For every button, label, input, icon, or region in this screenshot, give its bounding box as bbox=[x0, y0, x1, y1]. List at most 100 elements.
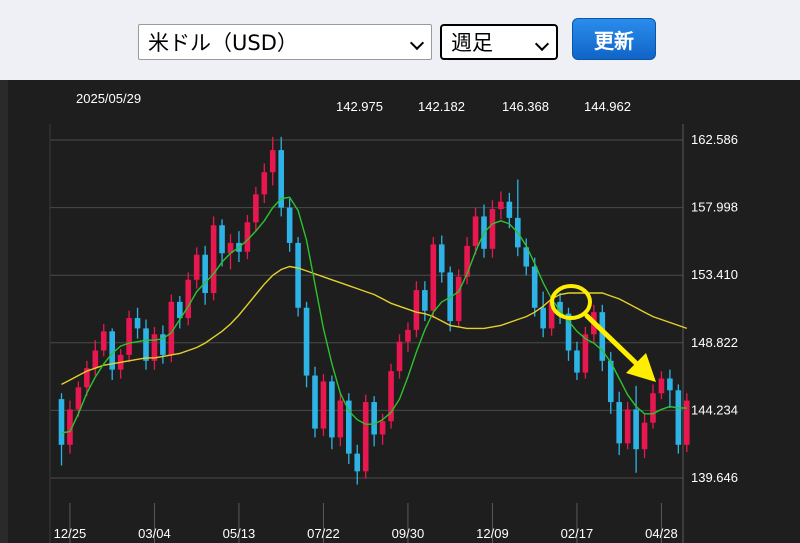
candle-body bbox=[269, 150, 276, 173]
candle bbox=[489, 200, 496, 258]
candle-body bbox=[295, 242, 301, 308]
candle bbox=[557, 293, 563, 324]
candle bbox=[472, 207, 479, 255]
candle bbox=[455, 269, 462, 327]
candle-body bbox=[185, 279, 192, 319]
currency-select[interactable]: 米ドル（USD） bbox=[138, 24, 432, 60]
long-moving-average-line bbox=[61, 265, 688, 386]
low-value: 144.962 bbox=[584, 99, 631, 114]
candle-body bbox=[219, 225, 225, 254]
candle bbox=[286, 198, 293, 252]
candle-body bbox=[658, 378, 665, 394]
candle bbox=[177, 295, 183, 329]
short-moving-average-line bbox=[61, 196, 687, 434]
candle bbox=[438, 235, 445, 283]
y-tick-label: 153.410 bbox=[691, 267, 738, 282]
candle-body bbox=[126, 318, 132, 355]
candle-body bbox=[616, 402, 622, 444]
candle bbox=[269, 136, 276, 186]
candle-body bbox=[362, 402, 369, 472]
candle-body bbox=[388, 371, 394, 422]
candle bbox=[388, 363, 394, 429]
candle bbox=[219, 219, 225, 267]
candle-body bbox=[650, 393, 656, 423]
candle-body bbox=[303, 307, 310, 376]
candle bbox=[261, 163, 268, 204]
candle-body bbox=[422, 290, 428, 311]
high-value: 146.368 bbox=[502, 99, 549, 114]
highlight-circle bbox=[550, 284, 592, 320]
candle bbox=[641, 413, 648, 459]
candle bbox=[312, 366, 318, 438]
candle-body bbox=[582, 334, 589, 373]
candle bbox=[675, 384, 682, 454]
candle-body bbox=[227, 242, 234, 254]
labels: 2025/05/29 142.975 142.182 146.368 144.9… bbox=[54, 91, 738, 541]
candle-body bbox=[58, 399, 65, 445]
candle-body bbox=[143, 328, 149, 361]
candle bbox=[160, 325, 166, 364]
x-tick-label: 05/13 bbox=[223, 526, 256, 541]
candle bbox=[92, 340, 99, 376]
candle-body bbox=[455, 276, 462, 322]
candle-body bbox=[329, 381, 335, 438]
candle bbox=[210, 216, 217, 301]
candle bbox=[413, 281, 420, 338]
candle bbox=[346, 393, 352, 464]
candle bbox=[84, 360, 90, 397]
candle-body bbox=[84, 368, 90, 388]
candle bbox=[506, 192, 513, 229]
candle bbox=[658, 371, 665, 400]
candle bbox=[464, 237, 470, 285]
candle bbox=[337, 393, 344, 447]
candle-body bbox=[379, 421, 386, 435]
candle bbox=[185, 272, 192, 326]
candle bbox=[667, 369, 673, 408]
candle bbox=[253, 186, 259, 232]
candle bbox=[624, 402, 631, 450]
candle-body bbox=[675, 390, 682, 445]
candle bbox=[405, 322, 411, 352]
close-value: 142.182 bbox=[418, 99, 465, 114]
candle bbox=[134, 307, 141, 339]
x-tick-label: 07/22 bbox=[307, 526, 340, 541]
y-tick-label: 148.822 bbox=[691, 335, 738, 350]
open-value: 142.975 bbox=[336, 99, 383, 114]
x-tick-label: 12/25 bbox=[54, 526, 87, 541]
chevron-down-icon bbox=[534, 36, 550, 52]
period-select[interactable]: 週足 bbox=[440, 24, 558, 60]
x-tick-label: 02/17 bbox=[561, 526, 594, 541]
x-tick-label: 12/09 bbox=[476, 526, 509, 541]
candle-body bbox=[109, 331, 115, 370]
candle-body bbox=[396, 341, 403, 372]
candle-body bbox=[641, 422, 648, 450]
chart-left-edge bbox=[0, 80, 8, 543]
candle-body bbox=[354, 453, 361, 472]
candle-body bbox=[75, 387, 82, 410]
candle bbox=[633, 385, 639, 473]
candle bbox=[151, 326, 158, 370]
candle bbox=[354, 444, 361, 485]
chevron-down-icon bbox=[409, 35, 425, 51]
candle-body bbox=[261, 172, 268, 195]
candle-body bbox=[371, 402, 377, 435]
candle bbox=[396, 334, 403, 379]
trend-arrow-shaft bbox=[584, 313, 643, 370]
refresh-button[interactable]: 更新 bbox=[572, 18, 656, 60]
candle-body bbox=[489, 209, 496, 249]
candle bbox=[244, 214, 251, 260]
candle-body bbox=[498, 201, 504, 210]
candle-body bbox=[320, 381, 327, 429]
y-tick-label: 144.234 bbox=[691, 402, 738, 417]
candle-body bbox=[244, 222, 251, 252]
candle-body bbox=[624, 409, 631, 444]
candle bbox=[616, 391, 622, 456]
candle-body bbox=[430, 244, 437, 311]
candle-body bbox=[286, 207, 293, 243]
moving-averages bbox=[61, 196, 688, 434]
candle bbox=[58, 393, 65, 466]
candle-body bbox=[464, 245, 470, 277]
candle-body bbox=[346, 400, 352, 454]
candle bbox=[371, 396, 377, 447]
candle bbox=[582, 326, 589, 379]
